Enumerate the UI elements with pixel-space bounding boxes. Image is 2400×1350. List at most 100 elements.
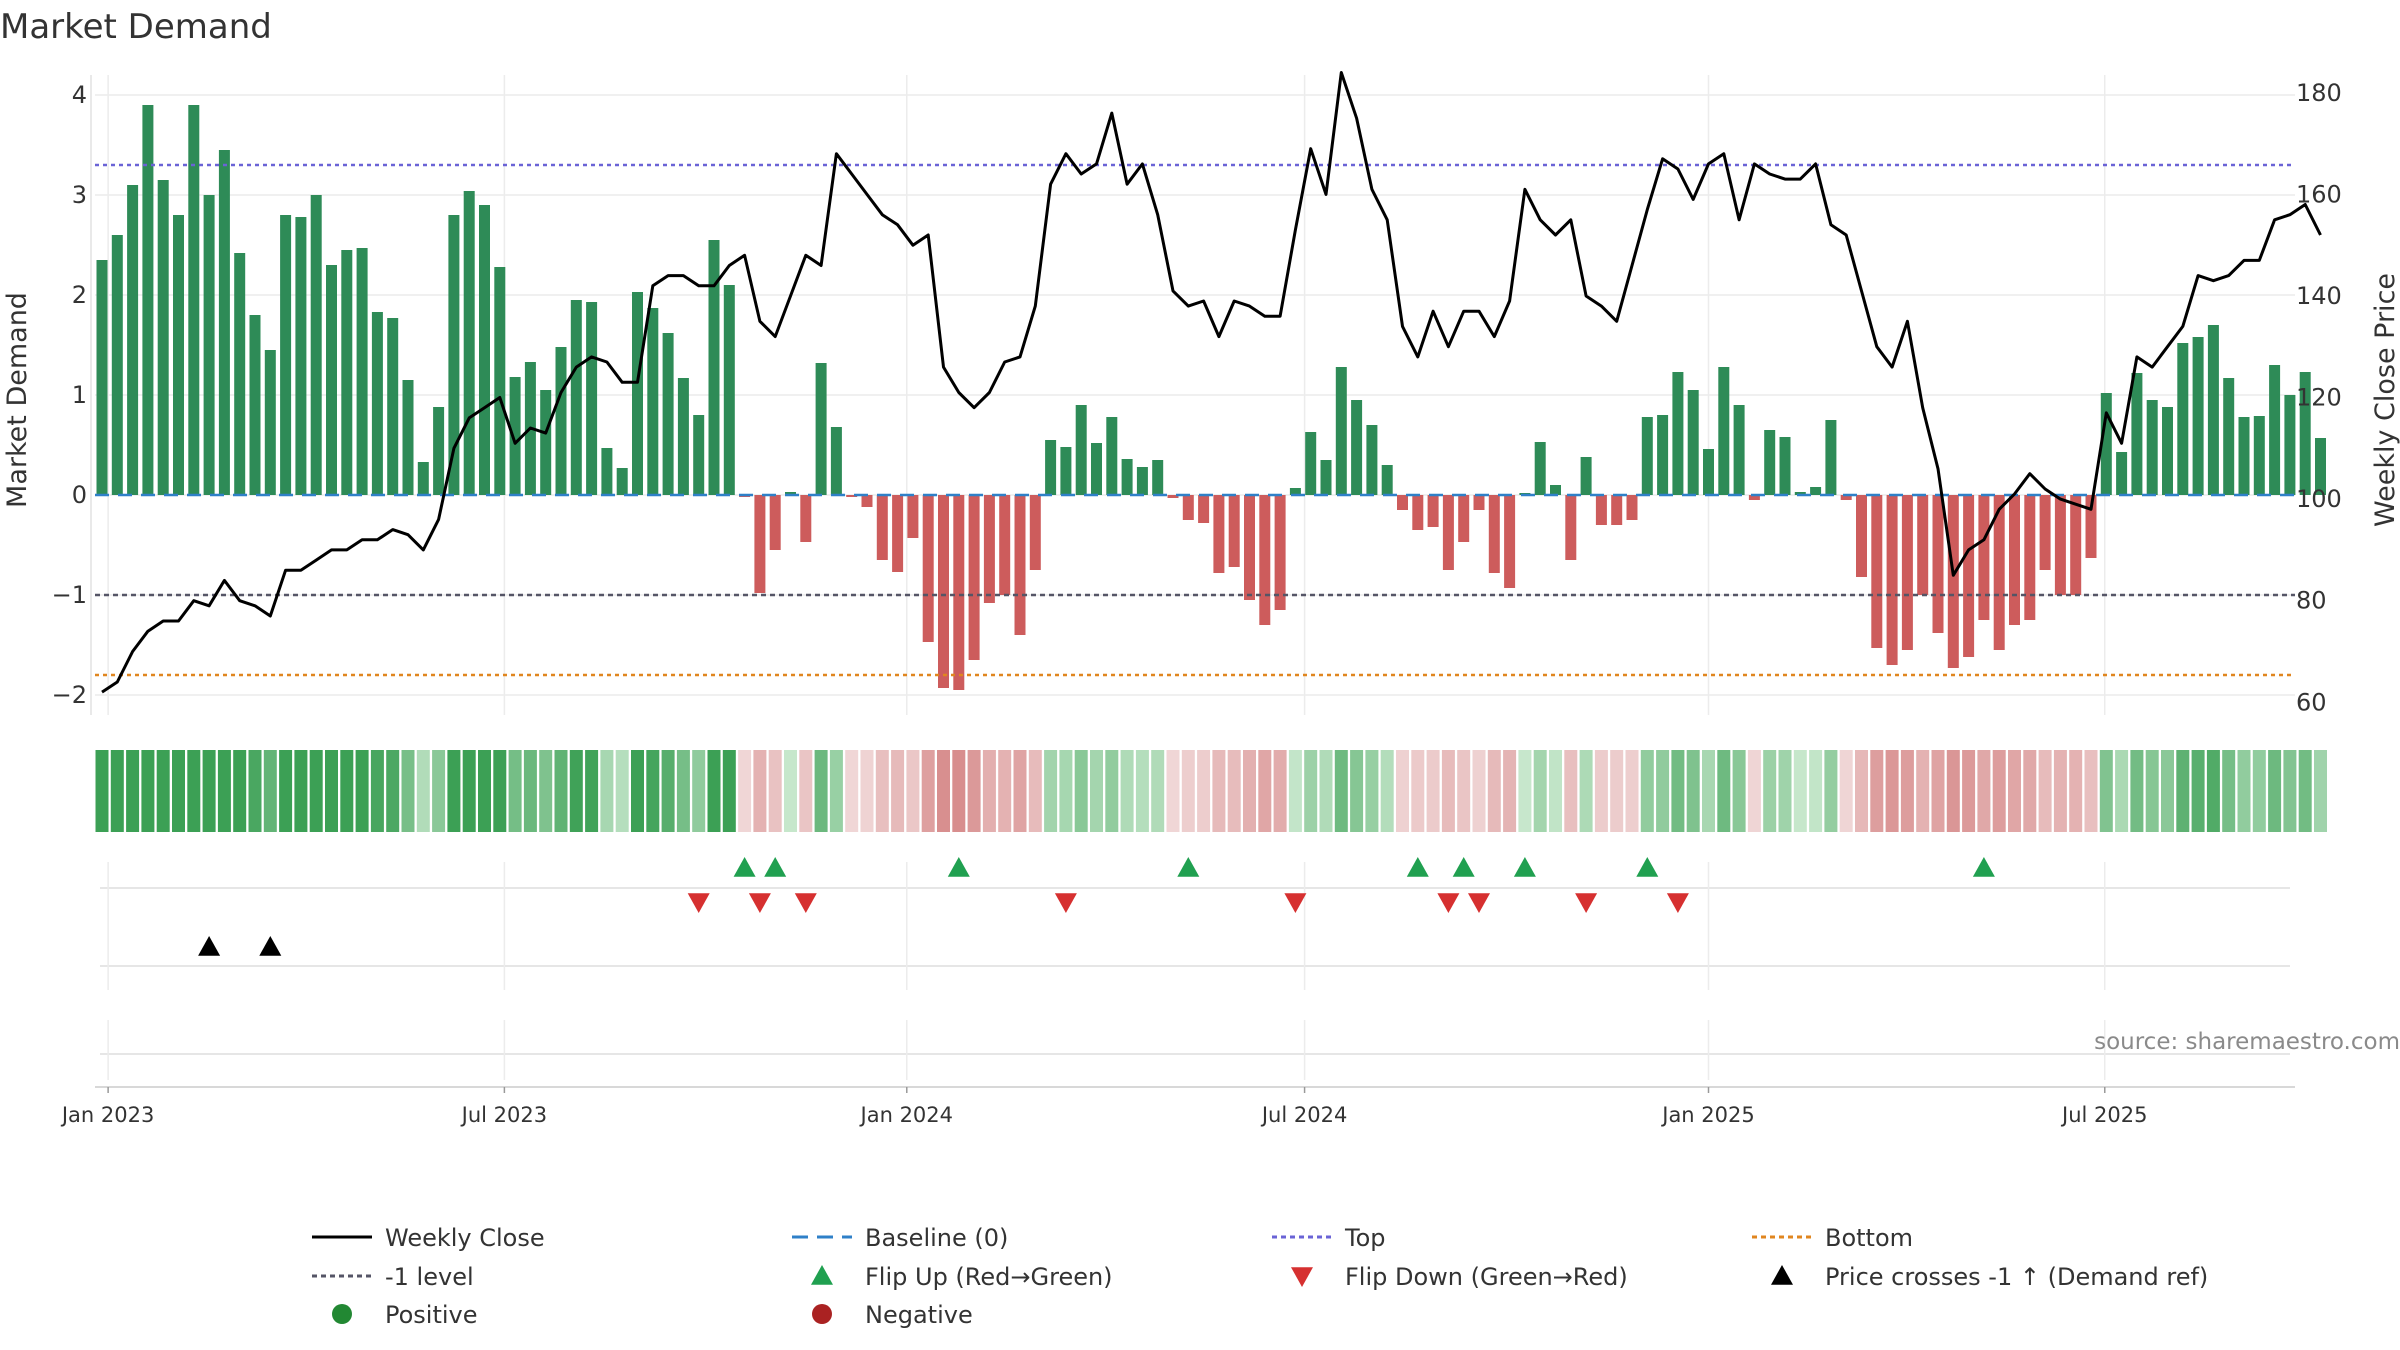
legend-label: Baseline (0)	[865, 1224, 1008, 1252]
heat-strip-cell	[2252, 750, 2266, 832]
heat-strip-cell	[2115, 750, 2129, 832]
demand-bar	[1595, 495, 1607, 525]
demand-bar	[1779, 437, 1791, 495]
demand-bar	[1473, 495, 1485, 510]
heat-strip-cell	[462, 750, 476, 832]
demand-bar	[1718, 367, 1730, 495]
heat-strip-cell	[1549, 750, 1562, 832]
y-tick-label: −2	[52, 681, 87, 709]
x-tick-label: Jul 2023	[460, 1103, 547, 1127]
heat-strip-cell	[1778, 750, 1792, 832]
demand-bar	[1045, 440, 1057, 495]
y-tick-label: 3	[72, 181, 87, 209]
heat-strip-cell	[1135, 750, 1149, 832]
demand-bar	[1488, 495, 1500, 573]
x-tick-label: Jan 2023	[60, 1103, 155, 1127]
demand-bar	[2039, 495, 2051, 570]
demand-bar	[188, 105, 200, 495]
demand-bar	[264, 350, 276, 495]
heat-strip-cell	[1028, 750, 1042, 832]
heat-strip-cell	[2130, 750, 2144, 832]
demand-bar	[1825, 420, 1837, 495]
demand-bar	[1213, 495, 1225, 573]
heat-strip-cell	[1564, 750, 1578, 832]
heat-strip-cell	[1640, 750, 1654, 832]
legend-symbol	[811, 1265, 833, 1285]
heat-strip-cell	[860, 750, 874, 832]
heat-strip-cell	[1747, 750, 1761, 832]
legend-label: Weekly Close	[385, 1224, 545, 1252]
demand-bar	[1274, 495, 1286, 610]
heat-strip-cell	[401, 750, 415, 832]
heat-strip-cell	[585, 750, 599, 832]
heat-strip-cell	[2038, 750, 2052, 832]
demand-bar	[846, 495, 858, 497]
heat-strip-cell	[202, 750, 216, 832]
heat-strip-cell	[523, 750, 537, 832]
demand-bar	[2253, 416, 2265, 495]
y-tick-label: 2	[72, 281, 87, 309]
demand-bar	[1703, 449, 1714, 495]
demand-bars	[96, 105, 2326, 690]
heat-strip-cell	[952, 750, 966, 832]
demand-bar	[999, 495, 1011, 595]
heat-strip-cell	[1625, 750, 1639, 832]
legend-label: Flip Down (Green→Red)	[1345, 1263, 1628, 1291]
y-tick-label: 4	[72, 81, 87, 109]
flip-down-marker	[1575, 893, 1598, 913]
demand-bar	[1978, 495, 1990, 620]
demand-bar	[142, 105, 154, 495]
heat-strip-cell	[738, 750, 752, 832]
heat-strip-cell	[1090, 750, 1103, 832]
demand-bar	[1244, 495, 1255, 600]
x-tick-label: Jul 2024	[1260, 1103, 1347, 1127]
demand-bar	[280, 215, 292, 495]
heat-strip-cell	[279, 750, 293, 832]
demand-bar	[326, 265, 337, 495]
legend-circle	[332, 1304, 352, 1324]
demand-bar	[2054, 495, 2066, 595]
demand-bar	[1626, 495, 1638, 520]
demand-bar	[922, 495, 934, 642]
heat-strip-cell	[1671, 750, 1685, 832]
legend-label: Price crosses -1 ↑ (Demand ref)	[1825, 1263, 2208, 1291]
demand-bar	[968, 495, 980, 660]
heat-strip-cell	[600, 750, 614, 832]
heat-strip-cell	[1181, 750, 1195, 832]
demand-bar	[754, 495, 766, 593]
demand-bar	[2024, 495, 2036, 620]
price-cross-marker	[198, 936, 221, 956]
legend-symbol	[1291, 1267, 1313, 1287]
heat-strip-cell	[1702, 750, 1715, 832]
heat-strip-cell	[799, 750, 813, 832]
demand-bar	[1886, 495, 1898, 665]
heat-strip-cell	[355, 750, 369, 832]
y-axis-title: Market Demand	[2, 292, 33, 508]
demand-bar	[1167, 495, 1179, 498]
legend-label: -1 level	[385, 1263, 474, 1291]
demand-bar	[1794, 492, 1806, 495]
demand-bar	[479, 205, 490, 495]
demand-bar	[815, 363, 827, 495]
heat-strip-cell	[921, 750, 935, 832]
heat-strip-cell	[325, 750, 338, 832]
heat-strip-cell	[340, 750, 354, 832]
flip-up-marker	[733, 857, 756, 877]
heat-strip-cell	[2069, 750, 2083, 832]
chart-title: Market Demand	[0, 7, 272, 47]
demand-bar	[356, 248, 368, 495]
demand-bar	[2315, 438, 2326, 495]
heat-strip-cell	[1350, 750, 1364, 832]
heat-strip-cell	[1717, 750, 1731, 832]
demand-bar	[2177, 343, 2189, 495]
demand-bar	[555, 347, 567, 495]
heat-strip-cell	[2206, 750, 2220, 832]
heat-strip-cell	[508, 750, 522, 832]
demand-bar	[463, 191, 475, 495]
demand-bar	[1228, 495, 1240, 567]
demand-bar	[601, 448, 613, 495]
heat-strip-cell	[263, 750, 277, 832]
demand-bar	[540, 390, 552, 495]
y2-tick-label: 60	[2296, 688, 2327, 716]
demand-bar	[1901, 495, 1913, 650]
